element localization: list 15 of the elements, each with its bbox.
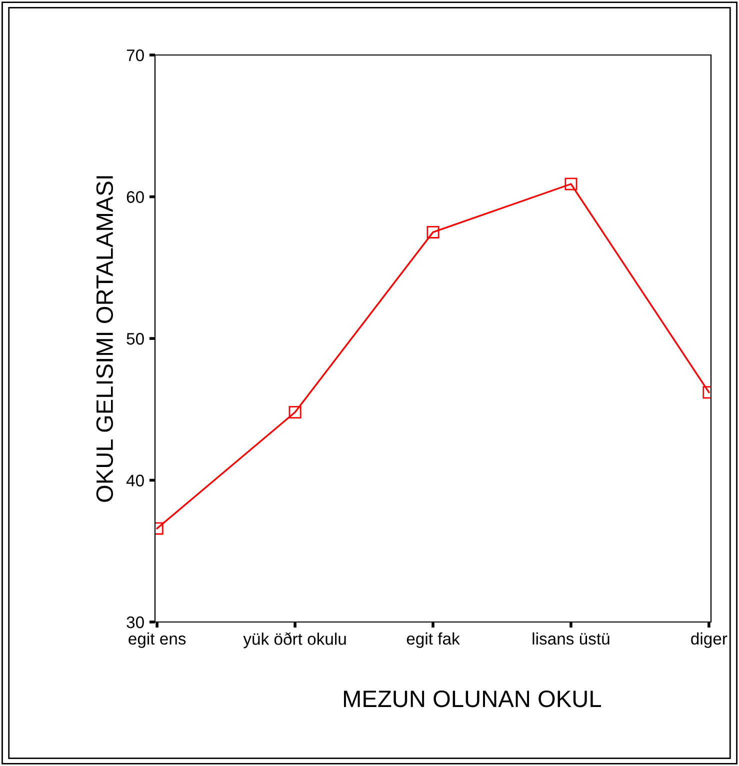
- x-tick-label: egit ens: [128, 632, 186, 648]
- y-tick-label: 70: [126, 49, 144, 62]
- point: [564, 178, 578, 190]
- y-axis-title: OKUL GELISIMI ORTALAMASI: [96, 176, 114, 502]
- x-tick-label: yük öðrt okulu: [243, 632, 346, 648]
- y-tick-label: 30: [126, 616, 144, 628]
- x-tick-label: lisans üstü: [532, 632, 610, 645]
- x-axis-title: MEZUN OLUNAN OKUL: [344, 690, 602, 708]
- y-tick-label: 50: [126, 332, 144, 345]
- x-tick-label: egit fak: [406, 632, 460, 648]
- y-tick-label: 40: [126, 474, 144, 486]
- point: [426, 226, 440, 238]
- x-tick-label: diger: [691, 632, 728, 648]
- y-tick-label: 60: [126, 191, 144, 203]
- point: [288, 406, 302, 418]
